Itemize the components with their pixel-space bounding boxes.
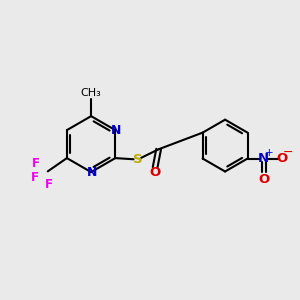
Text: N: N	[258, 152, 269, 165]
Text: CH₃: CH₃	[81, 88, 101, 98]
Text: N: N	[111, 124, 122, 136]
Text: F: F	[32, 158, 39, 170]
Text: F: F	[31, 171, 38, 184]
Text: O: O	[149, 166, 161, 179]
Text: O: O	[258, 173, 269, 186]
Text: N: N	[87, 166, 98, 178]
Text: −: −	[283, 146, 294, 159]
Text: O: O	[276, 152, 288, 165]
Text: F: F	[45, 178, 53, 191]
Text: +: +	[265, 148, 274, 158]
Text: S: S	[133, 153, 142, 166]
